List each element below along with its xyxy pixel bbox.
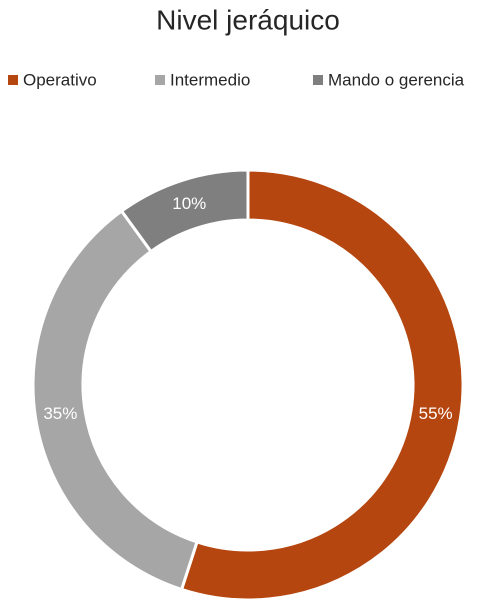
value-label: 10% [172,194,206,213]
legend-label: Intermedio [170,70,250,89]
legend-label: Operativo [23,70,97,89]
legend-label: Mando o gerencia [328,70,465,89]
donut-slice [119,168,250,254]
legend-swatch [155,75,165,85]
legend-swatch [8,75,18,85]
legend-swatch [313,75,323,85]
donut-slice [31,208,199,592]
chart-title: Nivel jeráquico [156,4,340,35]
value-label: 35% [43,404,77,423]
value-label: 55% [419,404,453,423]
donut-slice [179,168,465,602]
